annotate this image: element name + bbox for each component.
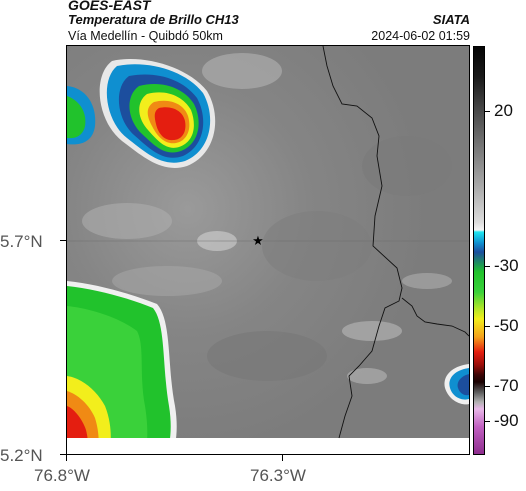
cloud-texture: [82, 53, 452, 384]
organization-label: SIATA: [432, 12, 470, 27]
convective-cell-southwest: [67, 281, 177, 454]
satellite-title: GOES-EAST: [68, 0, 151, 13]
colorbar-label-minus30: -30: [494, 256, 519, 275]
latitude-label-5-7: 5.7°N: [0, 232, 43, 251]
colorbar-tick: [485, 421, 490, 422]
colorbar-label-minus50: -50: [494, 316, 519, 335]
latitude-tick: [60, 240, 66, 241]
colorbar-label-minus70: -70: [494, 376, 519, 395]
longitude-label-76-8: 76.8°W: [34, 466, 90, 485]
product-title: Temperatura de Brillo CH13: [68, 12, 239, 27]
convective-cell-east: [444, 364, 469, 405]
department-border: [322, 46, 403, 439]
colorbar-tick: [485, 386, 490, 387]
latitude-tick: [60, 454, 66, 455]
convective-cell-north: [99, 59, 216, 168]
colorbar: [473, 46, 485, 455]
colorbar-tick: [485, 266, 490, 267]
satellite-map: ★: [66, 45, 470, 455]
longitude-label-76-3: 76.3°W: [250, 466, 306, 485]
latitude-label-5-2: 5.2°N: [0, 446, 43, 465]
longitude-tick: [66, 455, 67, 461]
convective-cell-west: [67, 86, 96, 145]
datetime-label: 2024-06-02 01:59: [371, 29, 470, 43]
star-icon: ★: [252, 233, 264, 248]
colorbar-label-20: 20: [494, 101, 513, 120]
no-data-band: [67, 438, 469, 454]
colorbar-tick: [485, 326, 490, 327]
municipal-border: [401, 297, 469, 337]
route-subtitle: Vía Medellín - Quibdó 50km: [68, 29, 223, 43]
longitude-tick: [282, 455, 283, 461]
colorbar-label-minus90: -90: [494, 411, 519, 430]
map-canvas: ★: [67, 46, 469, 454]
colorbar-tick: [485, 111, 490, 112]
